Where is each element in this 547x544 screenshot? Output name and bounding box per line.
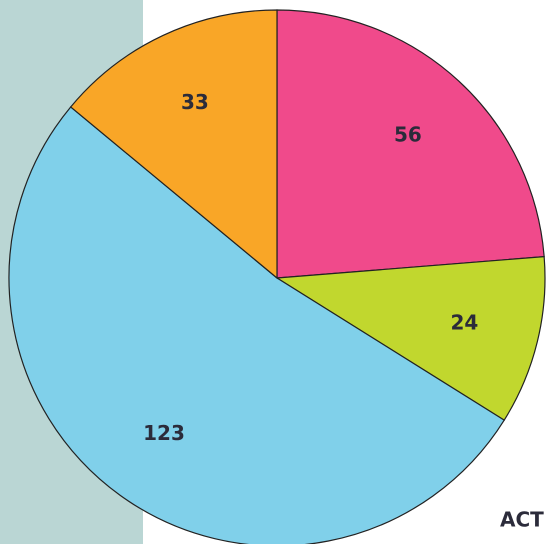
caption: ACT [500,508,544,532]
pie-slice [276,9,545,279]
slice-label: 56 [394,123,422,147]
pie-slice [275,255,546,421]
pie-slice [8,106,506,544]
slice-label: 123 [143,421,185,445]
slice-label: 33 [181,90,209,114]
slice-label: 24 [451,310,479,334]
pie-slice [69,9,278,280]
pie: 56 24 123 33 [8,9,546,544]
